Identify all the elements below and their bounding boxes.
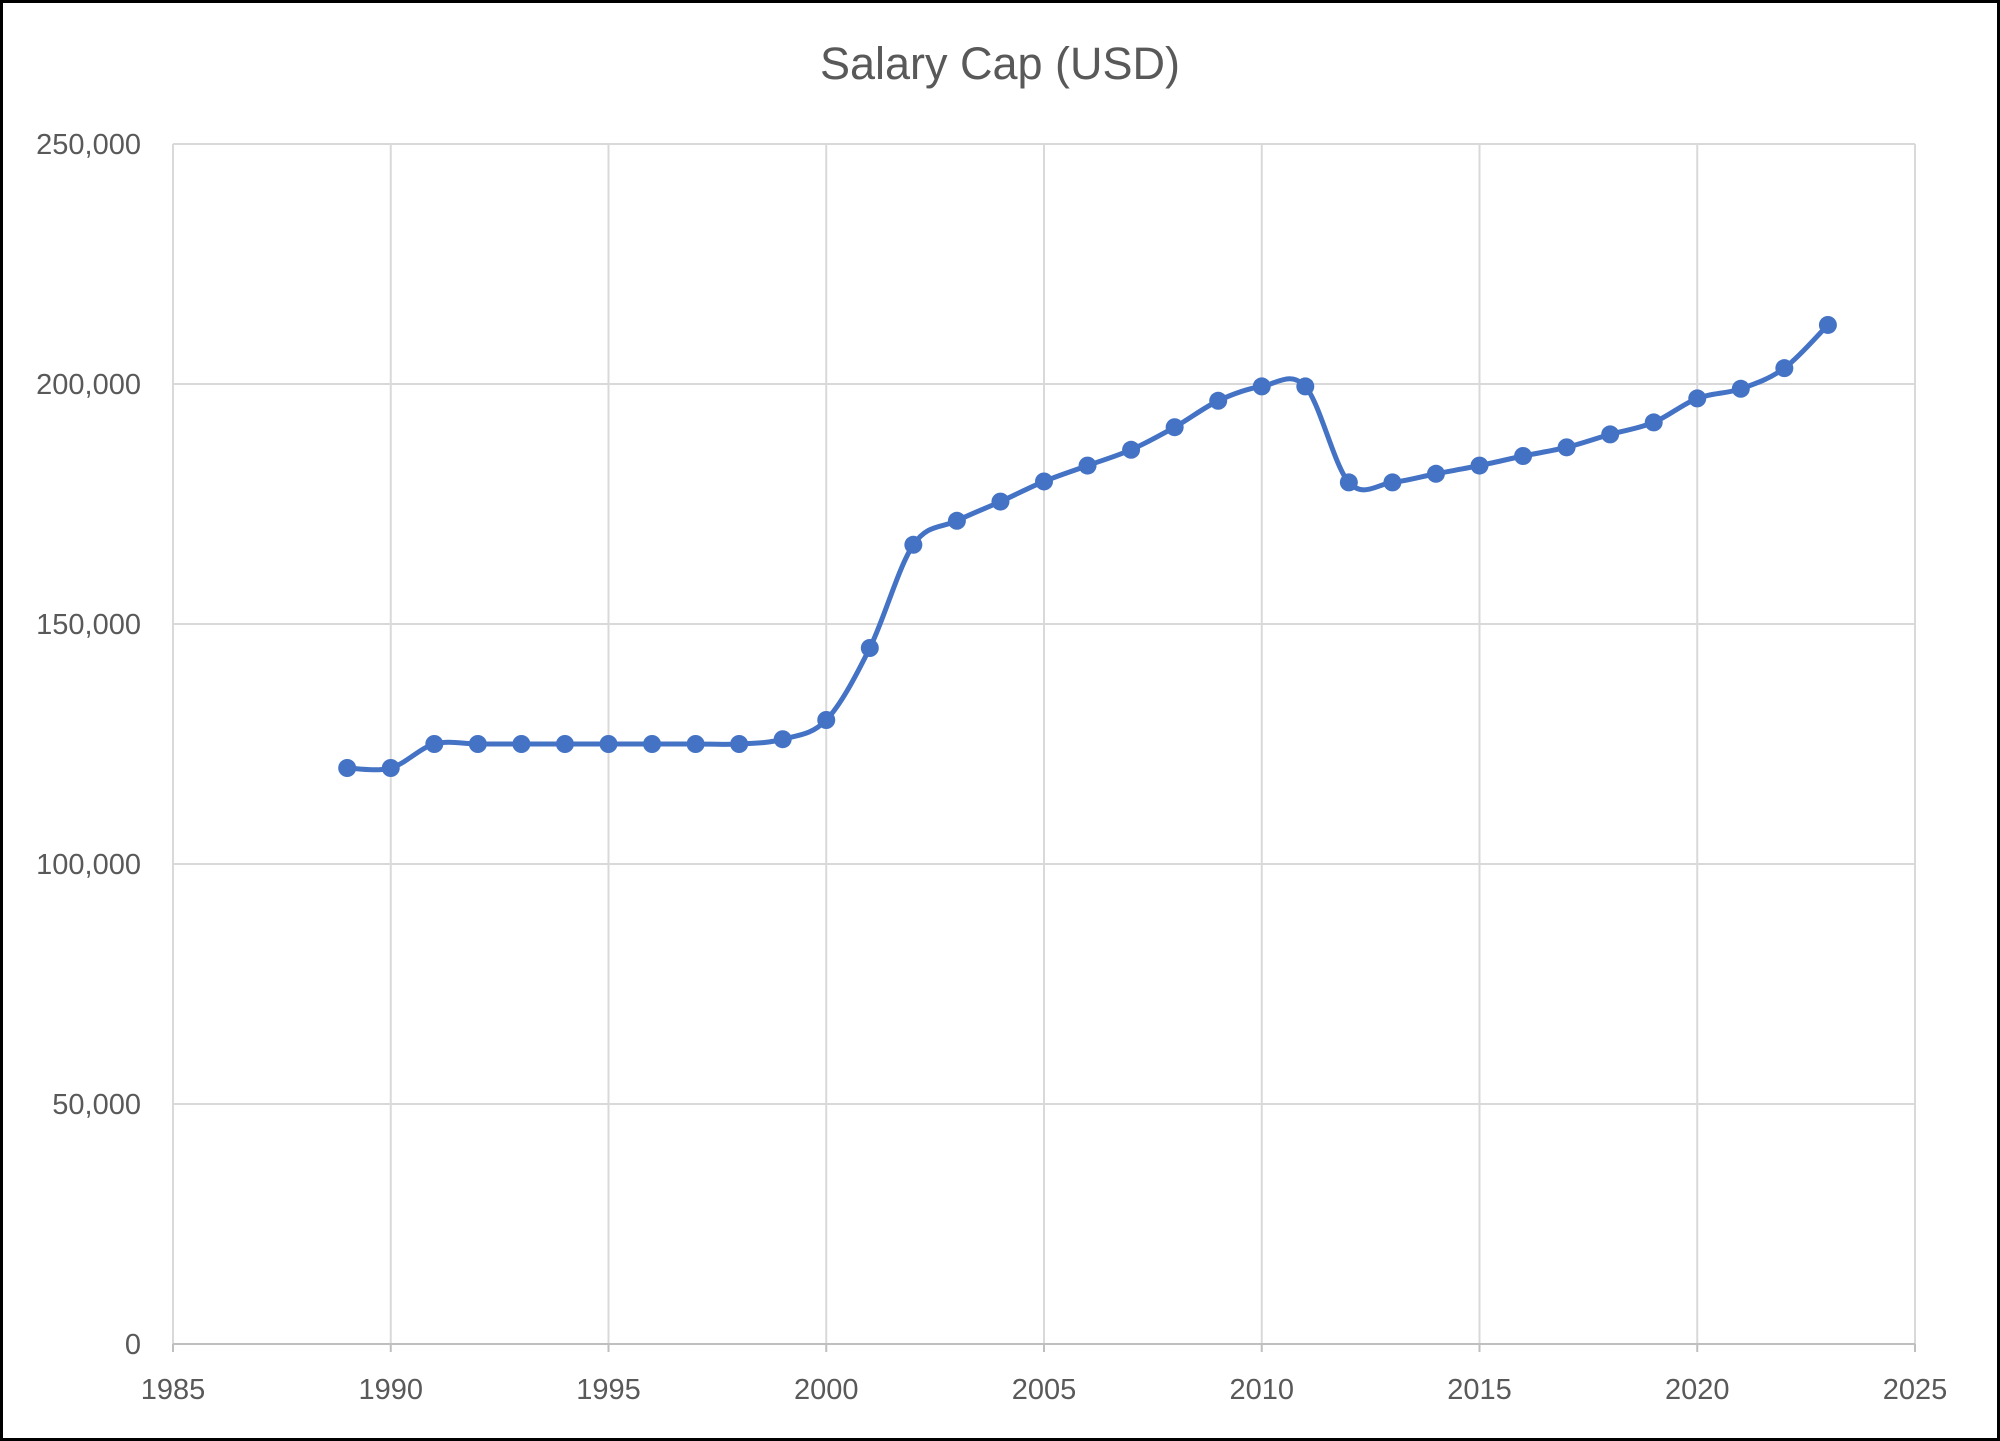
data-point bbox=[1426, 464, 1445, 483]
data-point bbox=[860, 639, 879, 657]
x-tick-label: 2025 bbox=[1883, 1374, 1948, 1406]
series-line bbox=[347, 323, 1830, 773]
data-point bbox=[468, 735, 487, 753]
data-point bbox=[1514, 447, 1533, 465]
y-tick-label: 0 bbox=[125, 1329, 141, 1361]
data-point bbox=[1339, 473, 1358, 492]
data-point bbox=[1383, 473, 1402, 492]
x-tick-label: 2015 bbox=[1447, 1374, 1512, 1406]
y-tick-label: 250,000 bbox=[36, 129, 141, 161]
x-tick-label: 1990 bbox=[358, 1374, 423, 1406]
data-point bbox=[1818, 315, 1837, 334]
data-point bbox=[1165, 418, 1184, 437]
data-point bbox=[1078, 456, 1097, 475]
x-tick-label: 1985 bbox=[141, 1374, 206, 1406]
data-point bbox=[425, 735, 444, 753]
y-tick-label: 50,000 bbox=[52, 1089, 141, 1121]
data-point bbox=[1470, 456, 1489, 475]
x-tick-label: 1995 bbox=[576, 1374, 641, 1406]
data-point bbox=[599, 735, 618, 753]
y-tick-label: 200,000 bbox=[36, 369, 141, 401]
data-point bbox=[1252, 377, 1271, 396]
data-point bbox=[730, 735, 749, 753]
x-tick-label: 2010 bbox=[1229, 1374, 1294, 1406]
x-tick-label: 2000 bbox=[794, 1374, 859, 1406]
data-point bbox=[381, 759, 400, 777]
data-point bbox=[1122, 440, 1141, 459]
y-tick-label: 100,000 bbox=[36, 849, 141, 881]
data-point bbox=[1731, 379, 1750, 398]
data-point bbox=[1296, 377, 1315, 396]
data-point bbox=[773, 730, 792, 749]
data-point bbox=[1209, 391, 1228, 410]
data-point bbox=[1688, 389, 1707, 408]
data-point bbox=[338, 759, 357, 777]
chart-title: Salary Cap (USD) bbox=[819, 38, 1181, 89]
data-point bbox=[643, 735, 662, 753]
data-point bbox=[1775, 359, 1794, 378]
data-point bbox=[904, 535, 923, 554]
data-point bbox=[1601, 425, 1620, 444]
data-point bbox=[947, 511, 966, 530]
y-tick-label: 150,000 bbox=[36, 609, 141, 641]
x-tick-label: 2005 bbox=[1012, 1374, 1077, 1406]
data-point bbox=[686, 735, 705, 753]
data-point bbox=[555, 735, 574, 753]
data-point bbox=[991, 492, 1010, 511]
data-point bbox=[512, 735, 531, 753]
x-tick-label: 2020 bbox=[1665, 1374, 1730, 1406]
data-point bbox=[1557, 438, 1576, 457]
data-point bbox=[1035, 472, 1053, 491]
data-point bbox=[817, 711, 836, 729]
data-point bbox=[1644, 413, 1663, 432]
